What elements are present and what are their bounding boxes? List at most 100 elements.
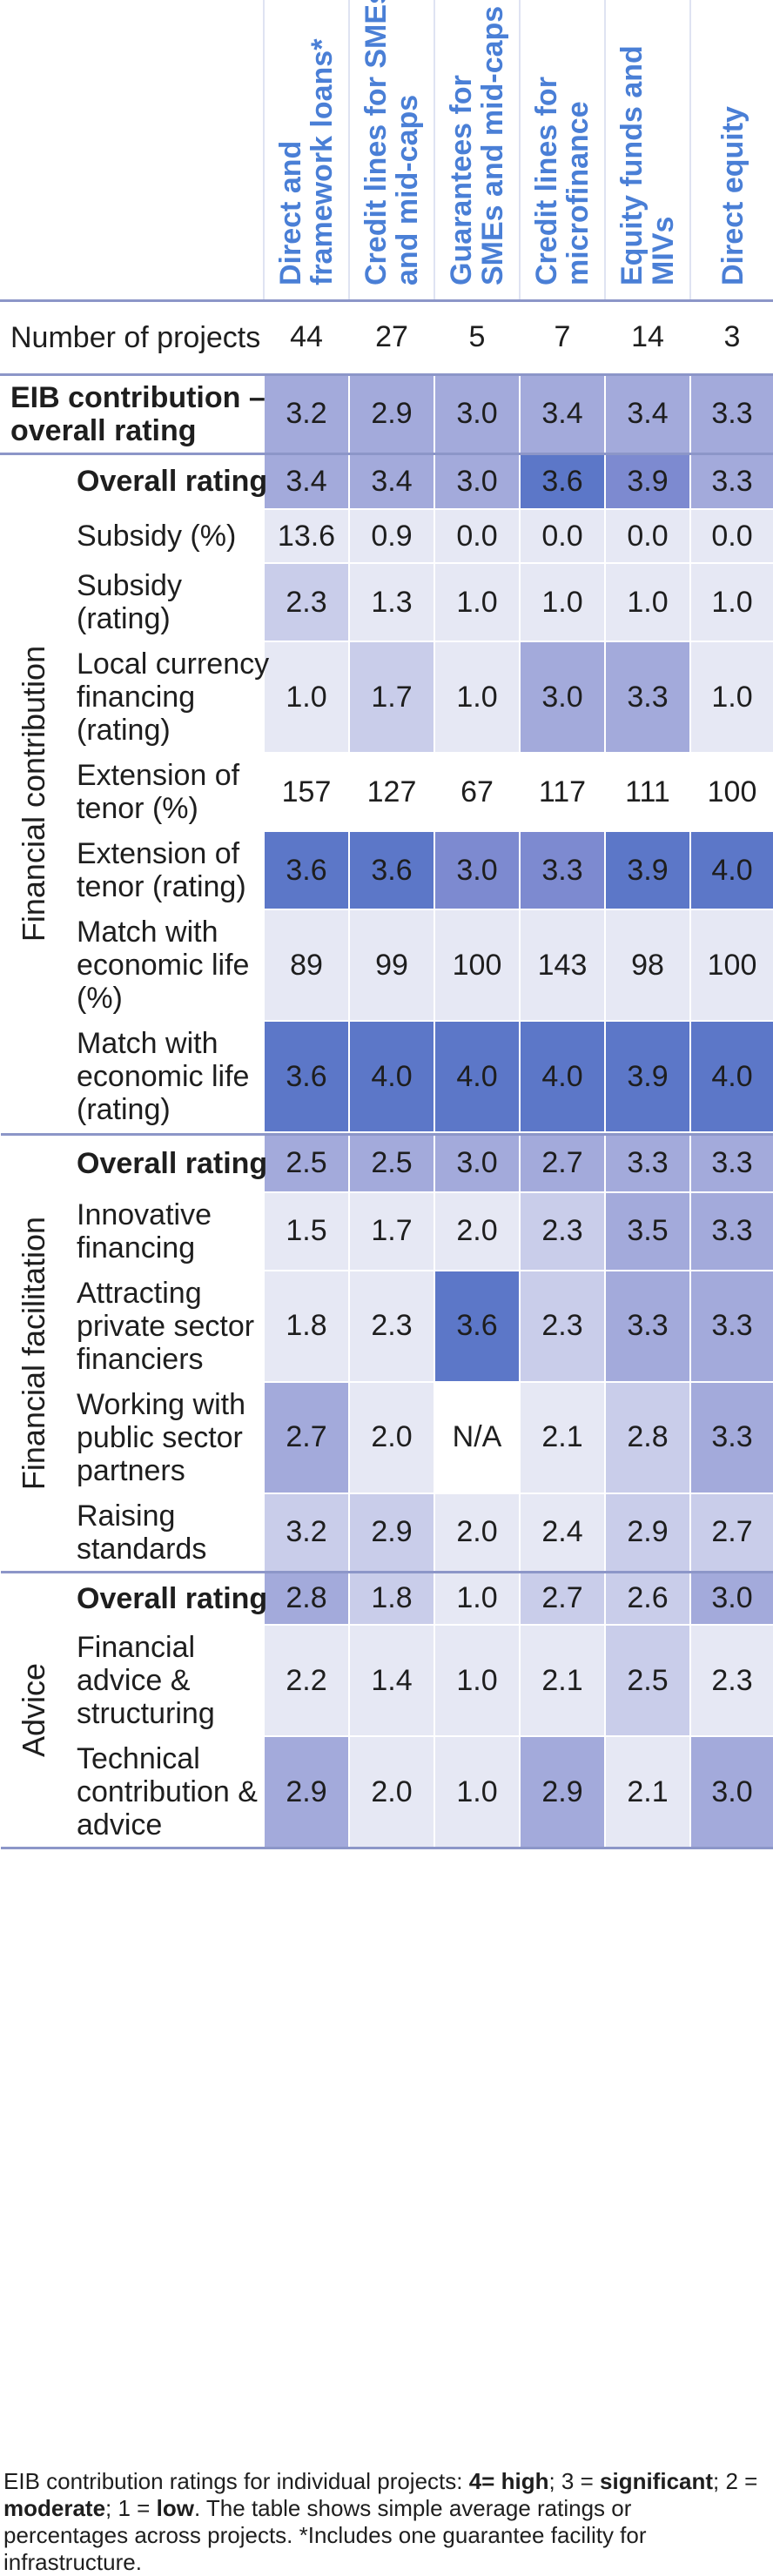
table-cell: 1.0	[519, 562, 606, 642]
table-cell: 2.6	[604, 1570, 691, 1626]
table-cell: 4.0	[434, 1020, 521, 1133]
table-row: Match with economic life (rating) 3.6 4.0…	[1, 1020, 773, 1133]
table-cell: 2.8	[604, 1380, 691, 1494]
table-cell: 3.0	[434, 452, 521, 510]
row-label: EIB contribution – overall rating	[0, 372, 266, 454]
table-cell: 5	[434, 299, 521, 375]
table-cell: 3.0	[689, 1570, 773, 1626]
row-label: Working with public sector partners	[66, 1380, 265, 1494]
table-cell: 2.7	[519, 1570, 606, 1626]
row-label: Number of projects	[0, 299, 265, 375]
table-cell: 2.0	[434, 1492, 521, 1573]
table-cell: 1.7	[348, 1191, 435, 1271]
table-cell: 3.0	[519, 641, 606, 754]
table-cell: 4.0	[689, 830, 773, 910]
table-cell: 1.4	[348, 1624, 435, 1737]
table-cell: 2.7	[519, 1133, 606, 1193]
table-row: Financial facilitation Overall rating 2.…	[1, 1133, 773, 1572]
table-cell: 1.0	[434, 1624, 521, 1737]
table-cell: 99	[348, 909, 435, 1022]
table-cell: 1.7	[348, 641, 435, 754]
column-header-equity-funds: Equity funds and MIVs	[604, 0, 690, 300]
table-cell: 3.3	[519, 830, 606, 910]
table-cell: 3.6	[348, 830, 435, 910]
table-cell: 2.4	[519, 1492, 606, 1573]
table-cell: 2.9	[348, 372, 435, 454]
table-cell: 2.3	[348, 1269, 435, 1383]
table-row: Working with public sector partners 2.7 2…	[1, 1380, 773, 1494]
table-cell: 2.9	[519, 1735, 606, 1849]
table-cell: 3.6	[519, 452, 606, 510]
table-cell: 3.6	[434, 1269, 521, 1383]
table-row: Match with economic life (%) 89 99 100 143 9…	[1, 909, 773, 1022]
table-cell: 3.2	[263, 1492, 350, 1573]
table-cell: 3.6	[263, 1020, 350, 1133]
section-advice: Advice	[1, 1570, 67, 1848]
table-cell: 3.9	[604, 1020, 691, 1133]
row-label: Raising standards	[66, 1492, 265, 1573]
table-cell: 3.9	[604, 830, 691, 910]
table-cell: 3.9	[604, 452, 691, 510]
table-row: Financial contribution Overall rating 3.…	[1, 452, 773, 1135]
row-label: Technical contribution & advice	[66, 1735, 265, 1849]
table-cell: 3.6	[263, 830, 350, 910]
table-cell: 3.3	[689, 372, 773, 454]
table-cell: 13.6	[263, 508, 350, 564]
table-cell: 3.3	[689, 1133, 773, 1193]
table-cell: 2.9	[604, 1492, 691, 1573]
table-cell: 0.0	[434, 508, 521, 564]
table-cell: 2.3	[263, 562, 350, 642]
table-cell: 1.0	[604, 562, 691, 642]
table-cell: 3.4	[604, 372, 691, 454]
table-cell: 2.5	[263, 1133, 350, 1193]
section-financial-contribution: Financial contribution	[1, 452, 67, 1135]
row-label: Financial advice & structuring	[66, 1624, 265, 1737]
table-row: Attracting private sector financiers 1.8…	[1, 1269, 773, 1383]
table-cell: 2.1	[519, 1624, 606, 1737]
table-cell: 1.3	[348, 562, 435, 642]
table-cell: 3.4	[519, 372, 606, 454]
table-cell: 1.0	[434, 562, 521, 642]
table-cell: 111	[604, 752, 691, 832]
table-cell: 1.0	[434, 641, 521, 754]
table-cell: 98	[604, 909, 691, 1022]
table-cell: 1.8	[263, 1269, 350, 1383]
table-cell: 2.0	[434, 1191, 521, 1271]
row-label: Overall rating	[66, 1570, 267, 1626]
table-cell: 3.3	[604, 1269, 691, 1383]
table-cell: 1.0	[689, 641, 773, 754]
table-cell: 2.3	[519, 1269, 606, 1383]
row-label: Attracting private sector financiers	[66, 1269, 265, 1383]
table-cell: 100	[689, 752, 773, 832]
table-cell: 3.5	[604, 1191, 691, 1271]
row-label: Extension of tenor (%)	[66, 752, 265, 832]
table-cell: 3.3	[689, 1269, 773, 1383]
table-cell: 3.3	[689, 1380, 773, 1494]
table-cell: 89	[263, 909, 350, 1022]
table-row: Extension of tenor (%) 157 127 67 117 111 100	[1, 752, 773, 832]
column-header-direct-loans: Direct and framework loans*	[263, 0, 349, 300]
row-label: Overall rating	[66, 452, 267, 510]
column-header-direct-equity: Direct equity	[689, 0, 773, 300]
table-cell: 0.0	[689, 508, 773, 564]
table-cell: 1.5	[263, 1191, 350, 1271]
row-label: Subsidy (rating)	[66, 562, 265, 642]
table-cell: 3	[689, 299, 773, 375]
table-cell: 1.0	[263, 641, 350, 754]
row-label: Extension of tenor (rating)	[66, 830, 265, 910]
table-cell: 3.3	[604, 641, 691, 754]
table-cell: 3.0	[434, 830, 521, 910]
table-cell: 2.7	[689, 1492, 773, 1573]
table-cell: 127	[348, 752, 435, 832]
table-cell: 4.0	[689, 1020, 773, 1133]
table-row: Innovative financing 1.5 1.7 2.0 2.3 3.5 3.3	[1, 1191, 773, 1271]
table-cell: 27	[348, 299, 435, 375]
section-label: Advice	[15, 1662, 51, 1757]
table-cell: 2.9	[348, 1492, 435, 1573]
table-cell: 2.2	[263, 1624, 350, 1737]
table-cell: 100	[689, 909, 773, 1022]
table-cell: 3.4	[348, 452, 435, 510]
table-cell: 157	[263, 752, 350, 832]
table-cell: 100	[434, 909, 521, 1022]
